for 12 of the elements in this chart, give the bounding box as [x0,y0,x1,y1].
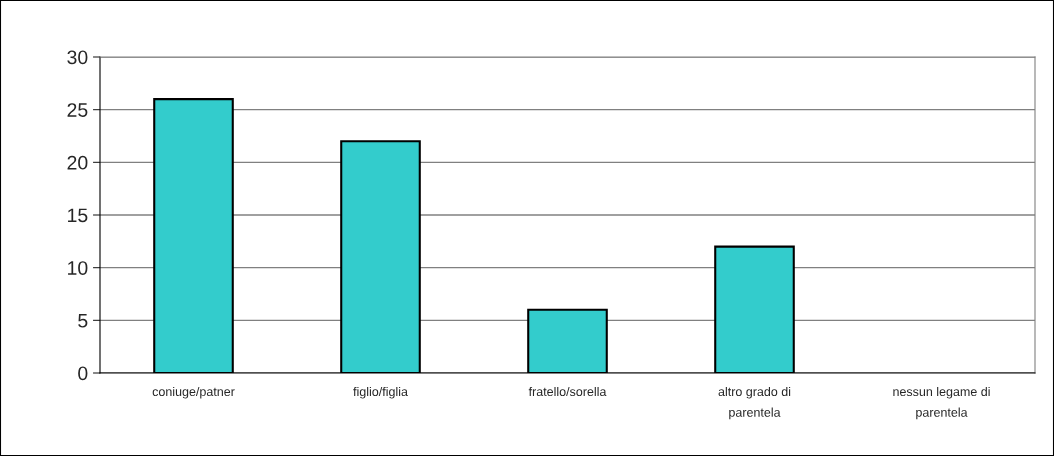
y-tick-label: 20 [67,155,88,170]
y-tick-label: 30 [67,50,88,65]
y-tick-label: 5 [78,314,88,328]
y-tick-label: 25 [67,103,88,117]
x-tick-label: coniuge/patner [152,386,235,399]
y-tick-label: 15 [68,208,88,223]
y-tick-label: 0 [78,366,88,381]
x-tick-label: nessun legame di parentela [893,386,990,420]
x-tick-label: altro grado di parentela [718,386,791,420]
x-tick-label: fratello/sorella [528,386,607,397]
x-tick-label: figlio/figlia [353,386,408,399]
y-tick-label: 10 [68,261,88,275]
